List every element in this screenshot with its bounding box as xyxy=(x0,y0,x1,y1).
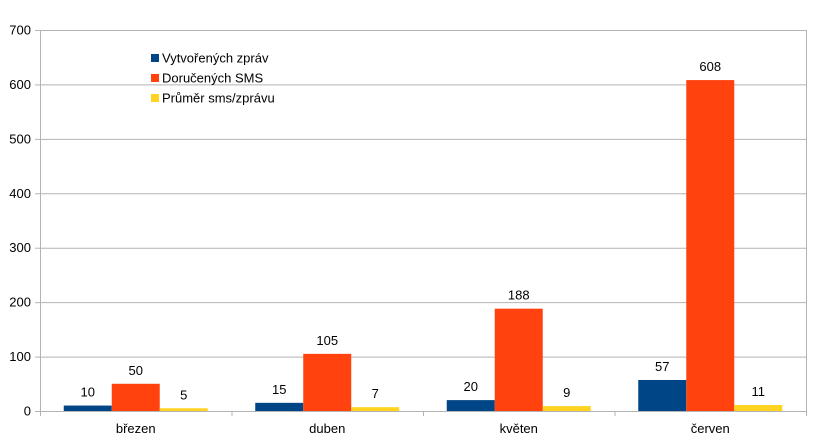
data-label: 608 xyxy=(699,59,721,74)
data-label: 188 xyxy=(508,288,530,303)
y-tick-label: 700 xyxy=(9,23,31,38)
x-tick-label: červen xyxy=(691,421,730,436)
bar xyxy=(351,407,400,411)
legend-swatch xyxy=(151,94,159,102)
x-tick-label: květen xyxy=(500,421,538,436)
data-label: 11 xyxy=(752,384,766,399)
bar xyxy=(446,400,495,411)
data-labels: 10 50 5 15 105 7 20 188 9 57 608 11 xyxy=(81,59,765,402)
legend-swatch xyxy=(151,54,159,62)
data-label: 50 xyxy=(129,363,143,378)
grid-lines xyxy=(40,30,806,412)
y-tick-label: 200 xyxy=(9,295,31,310)
legend-label: Vytvořených zpráv xyxy=(162,51,269,66)
bar xyxy=(686,80,735,412)
bar xyxy=(638,379,687,411)
data-label: 7 xyxy=(372,386,379,401)
bar xyxy=(255,402,304,411)
data-label: 20 xyxy=(464,379,478,394)
y-tick-label: 100 xyxy=(9,349,31,364)
y-tick-label: 0 xyxy=(24,404,31,419)
bar xyxy=(111,383,160,411)
data-label: 9 xyxy=(563,385,570,400)
x-tick-label: duben xyxy=(309,421,345,436)
bar xyxy=(542,406,591,411)
data-label: 105 xyxy=(316,333,338,348)
bars xyxy=(63,80,783,412)
x-tick-label: březen xyxy=(116,421,156,436)
axes: 0 100 200 300 400 500 600 700 březen duben květen č… xyxy=(9,23,807,436)
data-label: 15 xyxy=(272,382,286,397)
data-label: 5 xyxy=(180,387,187,402)
legend-label: Průměr sms/zprávu xyxy=(162,91,275,106)
legend: Vytvořených zpráv Doručených SMS Průměr sm… xyxy=(151,51,275,106)
bar xyxy=(494,308,543,411)
bar xyxy=(159,408,208,411)
y-tick-label: 500 xyxy=(9,131,31,146)
y-tick-label: 400 xyxy=(9,186,31,201)
data-label: 10 xyxy=(81,385,95,400)
bar xyxy=(734,405,783,411)
legend-swatch xyxy=(151,74,159,82)
y-tick-label: 600 xyxy=(9,77,31,92)
bar xyxy=(303,353,352,411)
bar xyxy=(63,405,112,411)
data-label: 57 xyxy=(655,359,669,374)
y-tick-label: 300 xyxy=(9,240,31,255)
legend-label: Doručených SMS xyxy=(162,71,263,86)
